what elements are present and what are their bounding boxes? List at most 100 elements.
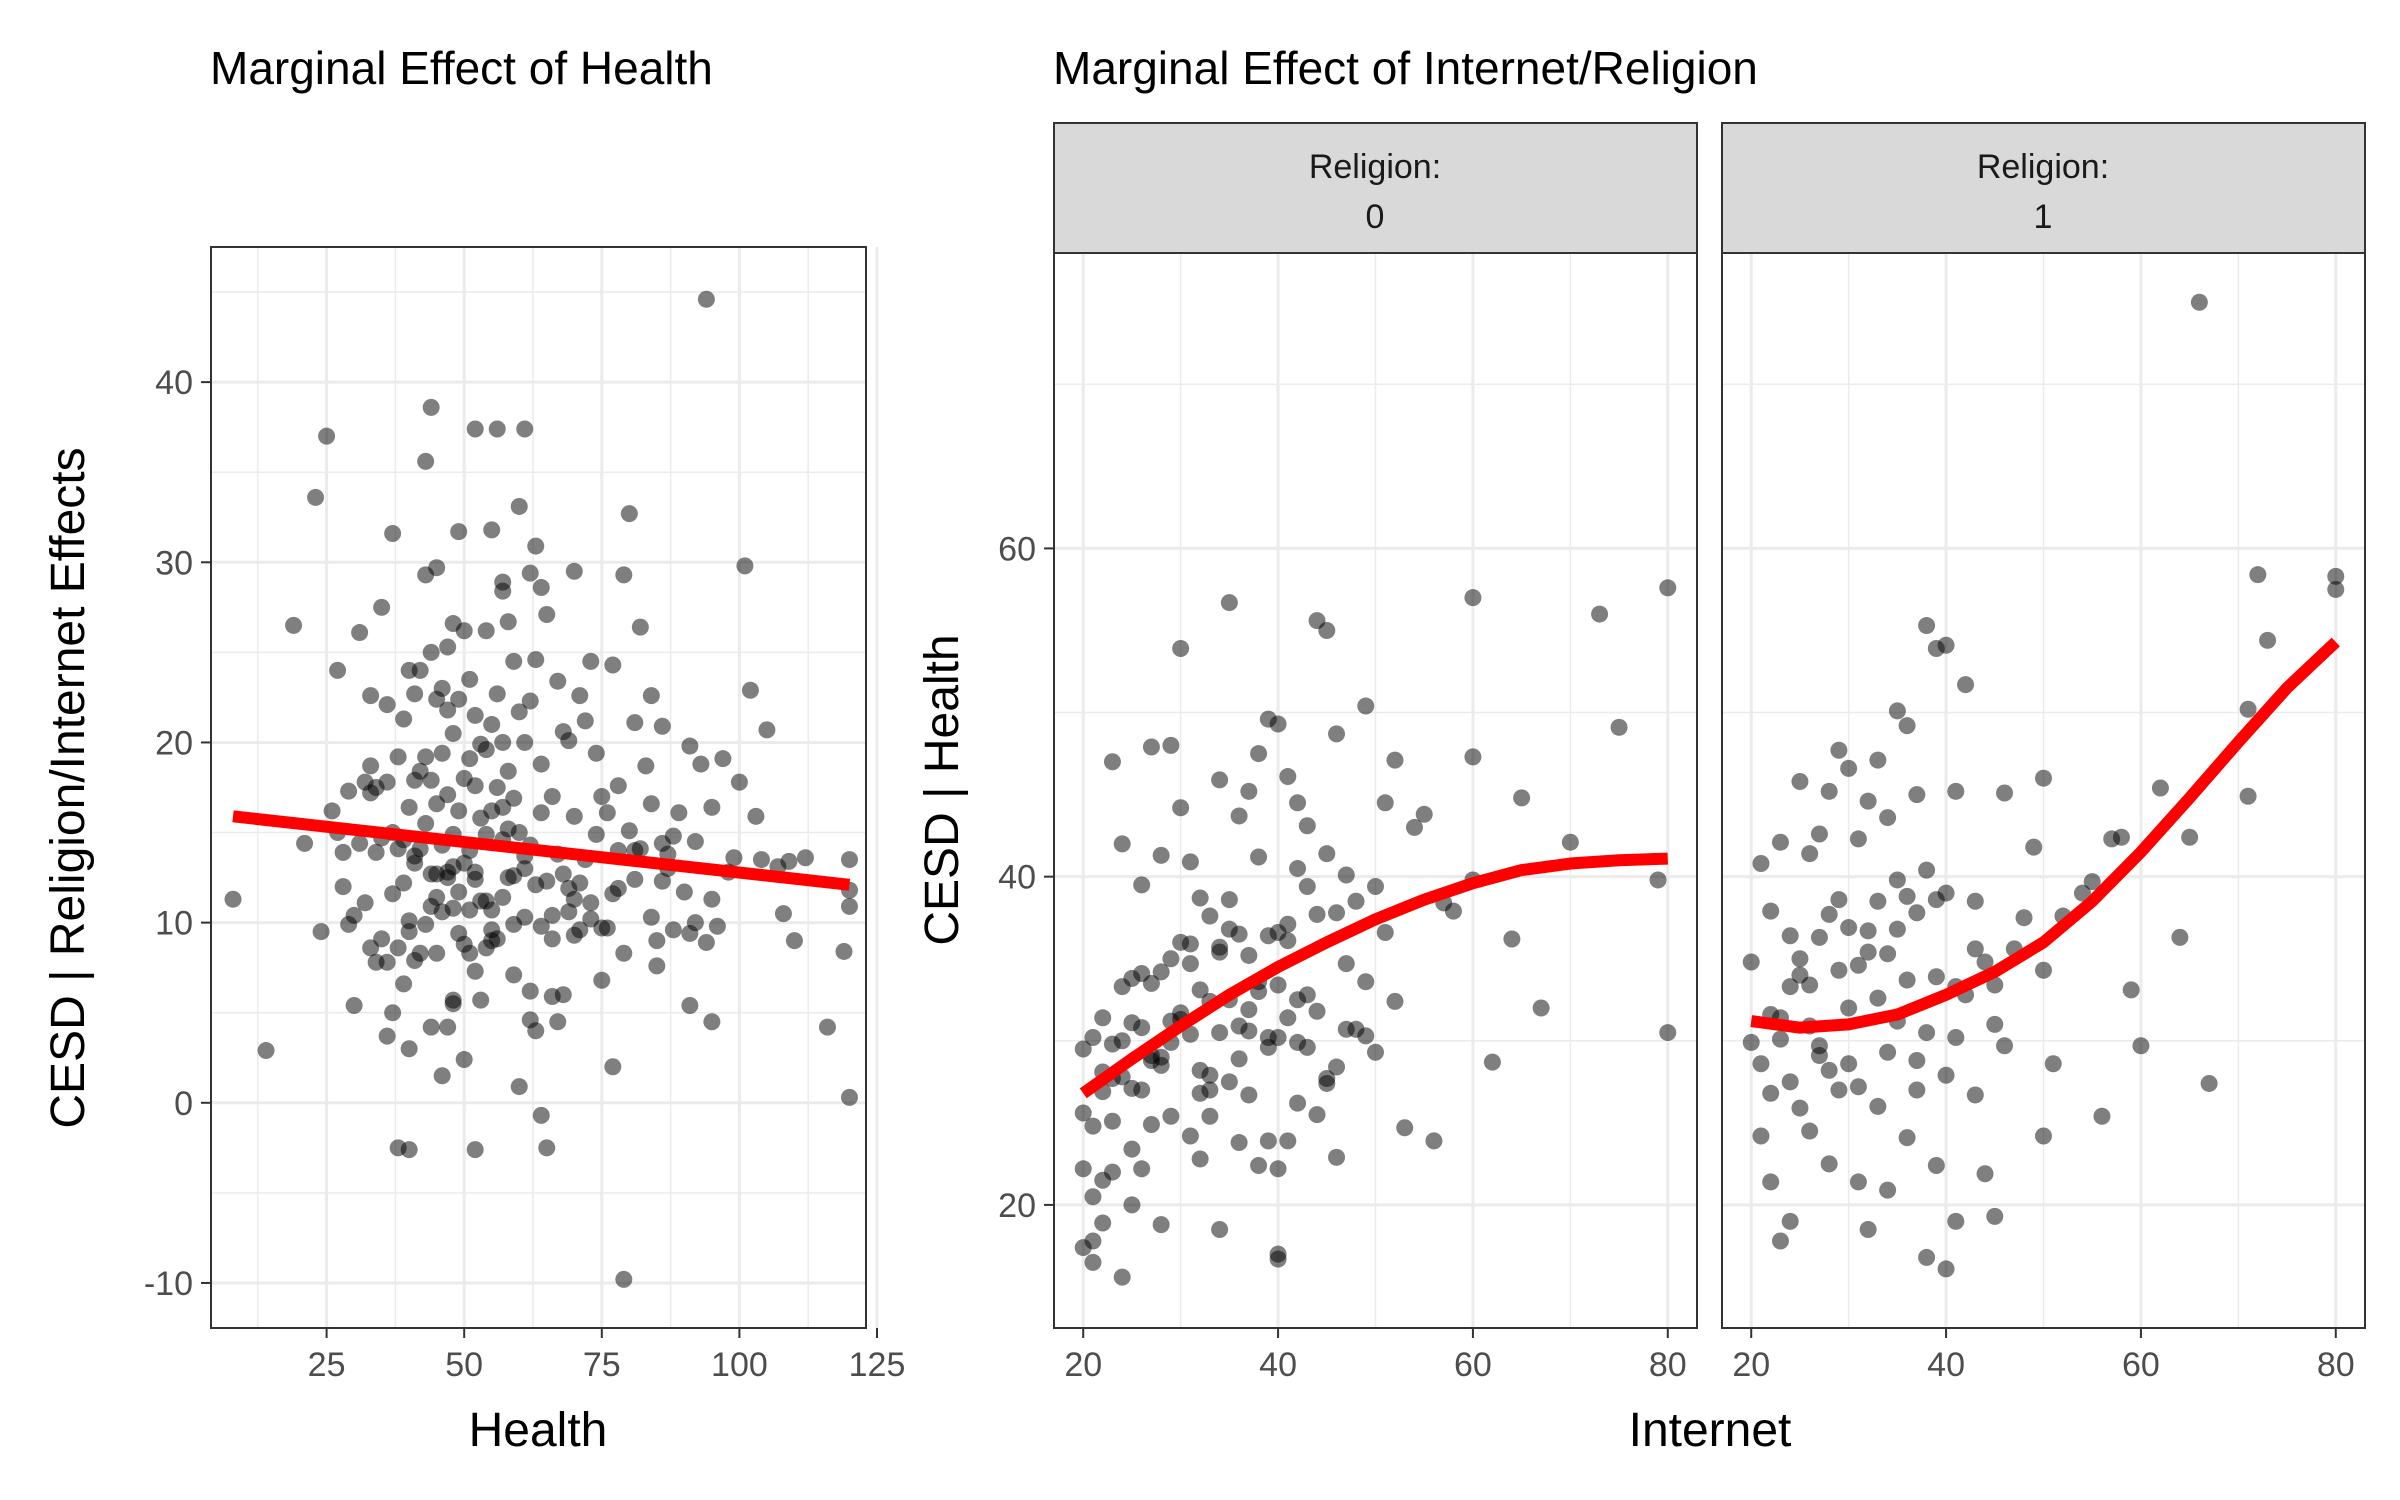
left-point (307, 488, 325, 506)
left-point (664, 827, 682, 845)
left-point (334, 843, 352, 861)
facet1-point (2112, 828, 2130, 846)
facet1-point (1771, 833, 1789, 851)
facet0-point (1133, 1019, 1151, 1037)
left-xtick-label: 125 (849, 1346, 906, 1384)
left-point (461, 750, 479, 768)
facet1-point (1849, 1173, 1867, 1191)
left-point (433, 679, 451, 697)
left-point (730, 773, 748, 791)
left-point (785, 932, 803, 950)
facet0-strip-line1: Religion: (1309, 148, 1441, 186)
facet1-xtick-label: 40 (1927, 1346, 1965, 1384)
facet1-point (1859, 1221, 1877, 1239)
left-point (653, 717, 671, 735)
facet0-strip-line2: 0 (1366, 198, 1385, 236)
facet0-point (1201, 1066, 1219, 1084)
facet1-point (1840, 1055, 1858, 1073)
facet1-point (1927, 1157, 1945, 1175)
facet0-point (1269, 1250, 1287, 1268)
facet0-point (1133, 876, 1151, 894)
facet1-point (1937, 1066, 1955, 1084)
facet0-point (1181, 1127, 1199, 1145)
left-point (362, 687, 380, 705)
left-point (466, 1141, 484, 1159)
left-point (257, 1042, 275, 1060)
facet1-point (1947, 782, 1965, 800)
left-point (466, 870, 484, 888)
facet1-point (1849, 1078, 1867, 1096)
facet0-point (1357, 697, 1375, 715)
left-point (609, 777, 627, 795)
left-point (428, 888, 446, 906)
left-point (296, 834, 314, 852)
facet0-point (1074, 1040, 1092, 1058)
facet0-points (1074, 579, 1677, 1286)
facet1-point (1742, 953, 1760, 971)
facet1-fit-line (1750, 637, 2340, 1034)
facet1-point (1879, 1043, 1897, 1061)
facet0-point (1444, 902, 1462, 920)
left-point (351, 834, 369, 852)
facet1-point (2044, 1055, 2062, 1073)
facet0-point (1152, 846, 1170, 864)
facet0-point (1094, 1009, 1112, 1027)
facet1-point (2015, 909, 2033, 927)
facet0-point (1367, 1043, 1384, 1061)
facet0-point (1084, 1253, 1102, 1271)
facet1-border (1721, 252, 2366, 1329)
facet1-point (2093, 1107, 2111, 1125)
left-point (758, 721, 776, 739)
left-point (835, 942, 853, 960)
left-point (373, 930, 391, 948)
facet0-point (1162, 950, 1180, 968)
facet1-point (1966, 940, 1984, 958)
facet1-point (1859, 922, 1877, 940)
facet1-point (1976, 1165, 1994, 1183)
left-point (444, 899, 462, 917)
facet0-point (1103, 1163, 1121, 1181)
facet0-point (1279, 1132, 1297, 1150)
right-title: Marginal Effect of Internet/Religion (1053, 42, 1758, 94)
left-point (433, 1067, 451, 1085)
left-point (488, 779, 506, 796)
left-point (444, 724, 462, 742)
facet0-point (1074, 1104, 1092, 1122)
left-point (741, 681, 759, 699)
facet1-point (2083, 873, 2101, 891)
facet0-point (1289, 1094, 1307, 1112)
facet0-point (1279, 1009, 1297, 1027)
left-point (378, 696, 396, 714)
facet0-point (1123, 969, 1141, 987)
left-point (362, 757, 380, 775)
left-point (604, 1058, 622, 1076)
facet1-point (2249, 566, 2267, 584)
left-point (499, 820, 517, 838)
facet0-point (1172, 640, 1190, 658)
facet0-point (1094, 1214, 1112, 1232)
left-point (637, 757, 655, 775)
facet0-point (1133, 1160, 1151, 1178)
facet0-point (1328, 725, 1346, 743)
facet0-point (1240, 1022, 1258, 1040)
facet0-point (1318, 1074, 1336, 1092)
left-x-ticks: 25 50 75 100 125 (308, 1328, 906, 1384)
facet1-point (1820, 1155, 1838, 1173)
facet1-point (1771, 1232, 1789, 1250)
left-point (488, 420, 506, 438)
left-point (472, 991, 490, 1009)
health-panel: Marginal Effect of Health 25 50 75 100 125 -… (42, 42, 905, 1457)
left-point (681, 924, 699, 942)
facet1-point (2035, 961, 2052, 979)
facet1-point (1879, 809, 1897, 827)
facet0-point (1152, 963, 1170, 981)
facet0-point (1113, 835, 1131, 853)
left-point (411, 840, 429, 858)
left-point (576, 712, 594, 730)
facet0-point (1318, 845, 1336, 863)
facet0-point (1610, 718, 1628, 736)
facet1-point (1781, 1073, 1799, 1091)
left-point (483, 932, 501, 950)
left-point (510, 497, 528, 515)
facet0-point (1328, 1058, 1346, 1076)
